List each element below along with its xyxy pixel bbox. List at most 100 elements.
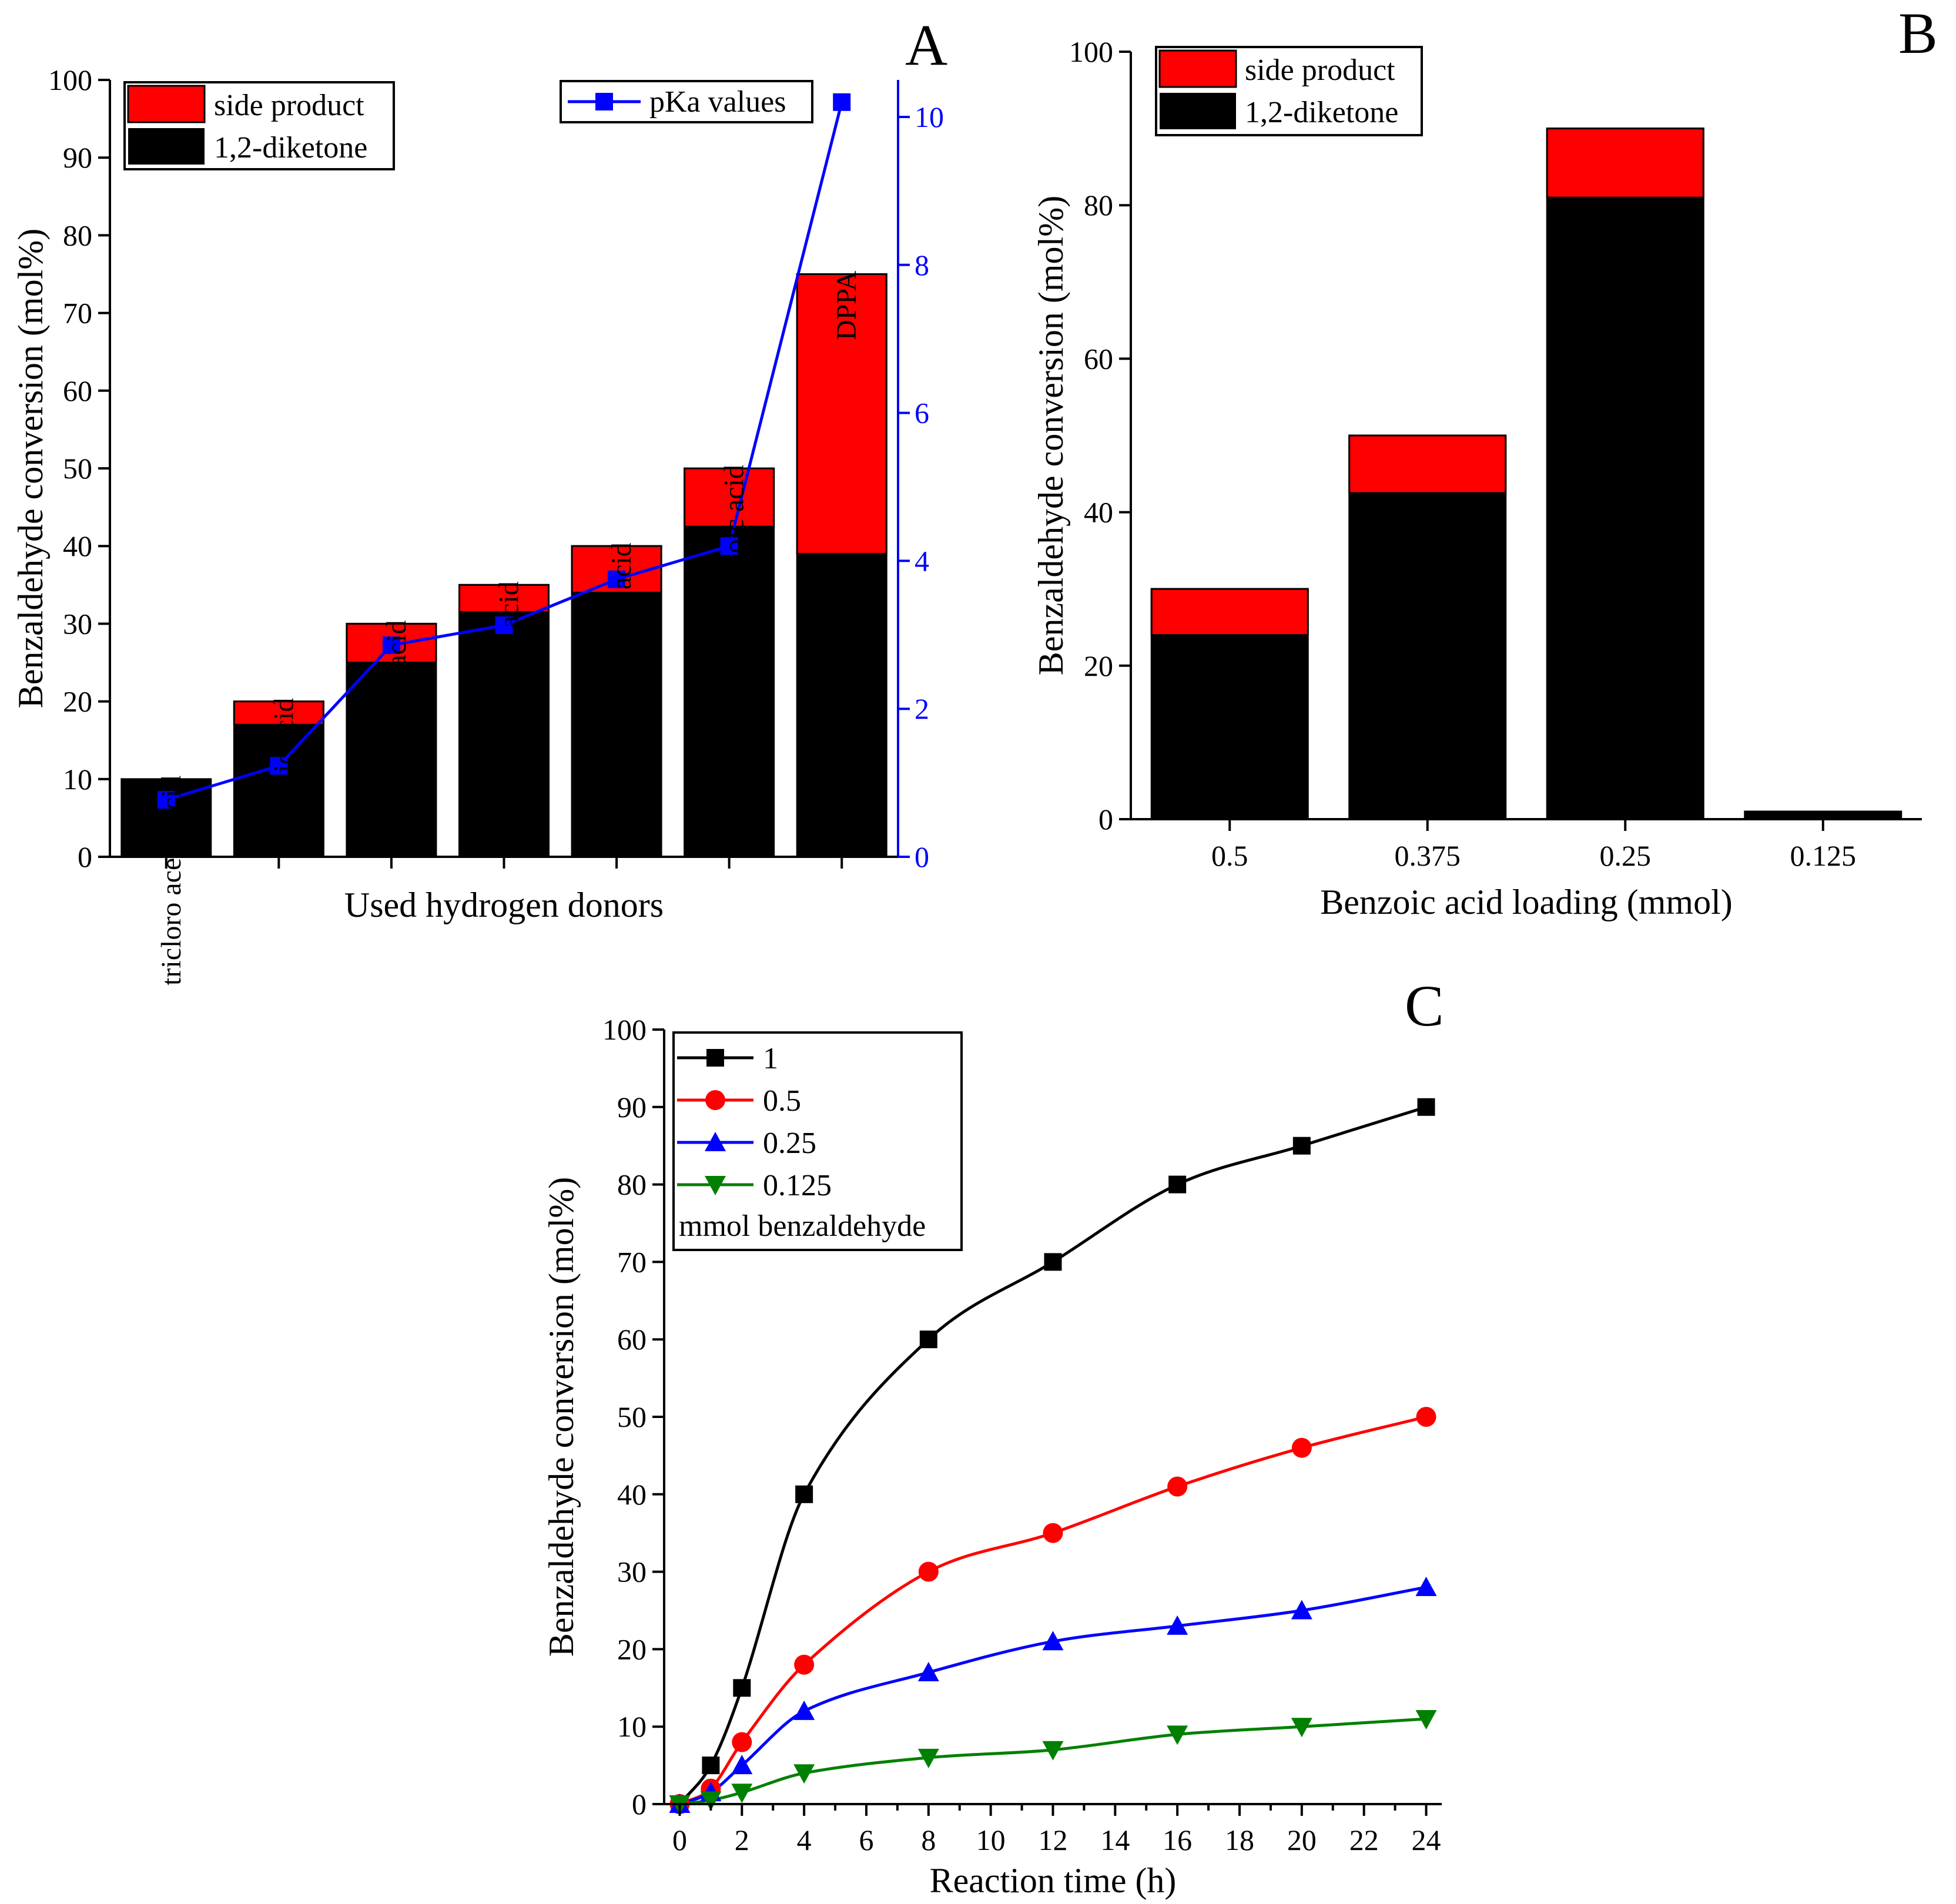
marker-0-125-t4: [793, 1764, 815, 1784]
bar-side-product-0-375: [1348, 434, 1507, 494]
marker-1-t4: [795, 1485, 813, 1503]
y-axis-title: Benzaldehyde conversion (mol%): [11, 229, 50, 708]
y-tick-label: 30: [63, 607, 92, 640]
bar-diketone-benzoic-acid: [684, 527, 774, 857]
y-tick-label: 40: [63, 529, 92, 562]
y-tick-label: 100: [602, 1013, 647, 1046]
panel-a-letter: A: [905, 12, 947, 78]
bar-diketone-dppa: [797, 554, 887, 857]
category-label-cloroacetic-acid: cloroacetic acid: [381, 620, 412, 797]
legend-marker-0-5: [705, 1090, 725, 1110]
category-label-formic-acid: formic acid: [606, 542, 637, 672]
y-tick-label: 90: [63, 141, 92, 174]
pka-marker-dppa: [833, 93, 851, 111]
y-tick-label: 80: [1084, 189, 1113, 222]
x-tick-label: 18: [1225, 1823, 1254, 1856]
marker-1-t16: [1168, 1175, 1187, 1194]
legend-marker-0-125: [705, 1176, 726, 1195]
y-axis-title: Benzaldehyde conversion (mol%): [542, 1177, 581, 1657]
y-tick-label: 90: [617, 1091, 647, 1124]
x-tick-label: 6: [859, 1823, 873, 1856]
bar-diketone-0-125: [1744, 811, 1901, 819]
bar-diketone-cloroacetic-acid: [346, 662, 436, 857]
marker-0-5-t2: [732, 1732, 752, 1752]
marker-0-125-t1: [700, 1791, 722, 1811]
legend-label-side-product: side product: [1245, 53, 1395, 87]
marker-0-5-t8: [918, 1561, 939, 1582]
y-tick-label: 70: [617, 1245, 647, 1278]
category-label-oxalic-acid: oxalic acid: [268, 698, 299, 821]
legend-label-0-125: 0.125: [763, 1169, 832, 1202]
y-tick-label: 0: [78, 840, 92, 873]
y-tick-label: 40: [1084, 496, 1113, 529]
marker-0-125-t2: [731, 1784, 753, 1804]
pka-marker-citric-acid: [495, 616, 513, 634]
panel-b-legend: side product 1,2-diketone: [1155, 46, 1423, 136]
pka-marker-formic-acid: [608, 570, 626, 588]
bar-side-product-0-25: [1546, 128, 1704, 199]
marker-1-t12: [1044, 1253, 1062, 1271]
panel-b-bars: [1150, 128, 1903, 820]
y2-tick-label: 0: [915, 840, 929, 873]
marker-0-5-t24: [1416, 1407, 1436, 1427]
marker-0-25-t2: [731, 1755, 753, 1775]
bar-side-product-0-5: [1150, 588, 1309, 636]
legend-swatch-side-product: [1158, 49, 1237, 88]
y-tick-label: 100: [1069, 35, 1113, 68]
y-tick-label: 80: [63, 219, 92, 252]
legend-label-diketone: 1,2-diketone: [1245, 96, 1398, 129]
marker-1-t2: [733, 1679, 751, 1697]
y2-tick-label: 2: [915, 692, 929, 725]
x-tick-label: 24: [1412, 1823, 1441, 1856]
y-tick-label: 20: [617, 1633, 647, 1665]
marker-0-25-t24: [1415, 1576, 1437, 1596]
legend-marker-0-25: [705, 1132, 726, 1151]
panel-a-category-labels: tricloro acetic acid oxalic acid cloroacet…: [156, 270, 862, 985]
x-tick-label: 0.125: [1790, 839, 1857, 872]
category-label-dppa: DPPA: [831, 270, 862, 340]
marker-0-125-t16: [1167, 1725, 1188, 1745]
legend-marker-1: [706, 1049, 724, 1067]
panel-a-axes: 0 10 20 30 40 50 60 70 80 90 100 0 2 4 6 8 10 Used hydrog…: [11, 63, 944, 924]
y-tick-label: 0: [1098, 803, 1113, 836]
marker-0-25-t16: [1167, 1615, 1188, 1635]
y2-tick-label: 6: [915, 397, 929, 430]
panel-b-letter: B: [1898, 1, 1938, 66]
y-tick-label: 20: [1084, 649, 1113, 682]
bar-side-product-benzoic-acid: [684, 467, 775, 528]
bar-diketone-oxalic-acid: [234, 725, 324, 857]
y-tick-label: 70: [63, 297, 92, 330]
x-tick-label: 0: [672, 1823, 687, 1856]
marker-0-5-t20: [1291, 1437, 1312, 1458]
x-axis-title: Used hydrogen donors: [344, 886, 664, 924]
x-tick-label: 2: [735, 1823, 749, 1856]
y-tick-label: 10: [63, 763, 92, 796]
y-axis-title: Benzaldehyde conversion (mol%): [1031, 196, 1070, 675]
panel-b: 0.5 0.375 0.25 0.125 0 20 40 60 80 100 Benzoic aci…: [1031, 1, 1938, 921]
panel-a-legend: side product 1,2-diketone pKa values: [123, 80, 813, 170]
pka-marker-oxalic-acid: [270, 757, 288, 775]
x-tick-label: 10: [976, 1823, 1006, 1856]
marker-0-125-t24: [1415, 1710, 1437, 1730]
legend-swatch-diketone: [1160, 93, 1236, 129]
panel-a-pka-line: [157, 93, 851, 809]
legend-note: mmol benzaldehyde: [679, 1209, 926, 1243]
y2-tick-label: 10: [915, 100, 944, 133]
legend-label-1: 1: [763, 1042, 778, 1075]
legend-label-0-5: 0.5: [763, 1084, 801, 1118]
marker-0-25-t20: [1291, 1600, 1312, 1620]
x-tick-label: 8: [921, 1823, 936, 1856]
y-tick-label: 50: [617, 1400, 647, 1433]
bar-diketone-0-5: [1151, 635, 1308, 819]
x-tick-label: 0.5: [1211, 839, 1248, 872]
y-tick-label: 10: [617, 1710, 647, 1743]
legend-label-diketone: 1,2-diketone: [214, 131, 367, 165]
bar-side-product-oxalic-acid: [233, 700, 324, 726]
x-tick-label: 0.25: [1600, 839, 1652, 872]
x-tick-label: 12: [1039, 1823, 1068, 1856]
legend-label-0-25: 0.25: [763, 1127, 816, 1160]
bar-diketone-0-25: [1547, 197, 1704, 819]
y-tick-label: 50: [63, 452, 92, 485]
